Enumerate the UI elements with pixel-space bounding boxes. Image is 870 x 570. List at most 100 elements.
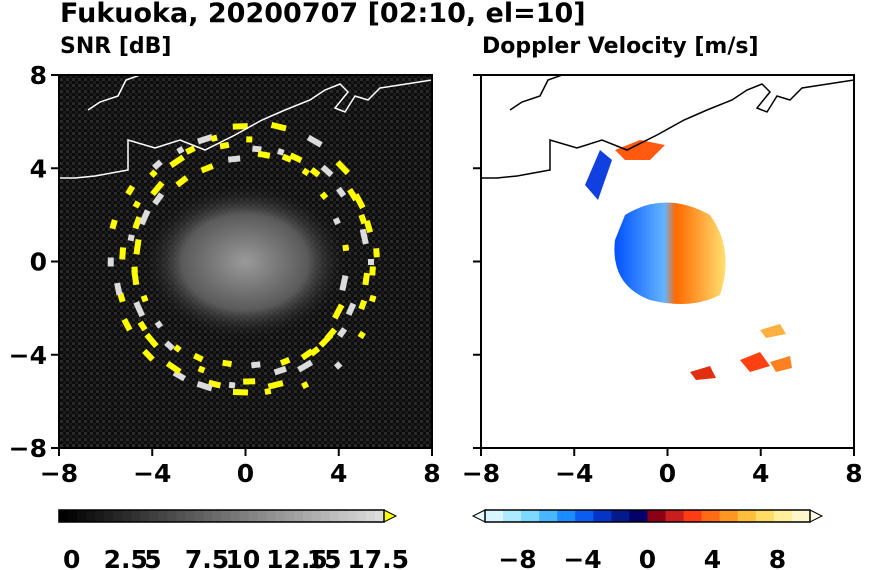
snr-colorbar-cell — [356, 510, 367, 522]
x-tick-label: −4 — [133, 459, 171, 488]
doppler-echo-e — [760, 324, 786, 338]
echo-cell — [185, 145, 196, 155]
echo-cell — [345, 302, 357, 316]
x-tick-label: 8 — [423, 459, 440, 488]
snr-colorbar-cell — [95, 510, 105, 522]
echo-cell — [119, 247, 127, 260]
echo-cell — [152, 192, 165, 206]
snr-colorbar-cell — [158, 510, 168, 522]
x-tick-label: 0 — [237, 459, 254, 488]
echo-cell — [222, 359, 233, 368]
snr-center-echo — [140, 182, 350, 342]
echo-cell — [339, 275, 349, 291]
snr-colorbar-tick: 5 — [144, 545, 161, 570]
echo-cell — [152, 159, 163, 170]
doppler-panel — [480, 74, 855, 449]
echo-cell — [228, 381, 236, 389]
echo-cell — [243, 378, 256, 385]
x-tick-label: 4 — [330, 459, 347, 488]
x-tick-label: 0 — [659, 459, 676, 488]
echo-cell — [138, 209, 151, 226]
echo-cell — [252, 145, 262, 153]
snr-colorbar-cell — [275, 510, 286, 522]
snr-colorbar-cell — [374, 510, 385, 522]
y-tick-label: 4 — [30, 154, 47, 183]
snr-colorbar-tick: 17.5 — [347, 545, 409, 570]
echo-cell — [333, 361, 343, 370]
y-tick-label: −8 — [9, 434, 47, 463]
snr-colorbar-tick: 2.5 — [104, 545, 148, 570]
doppler-colorbar-cell — [737, 510, 757, 522]
echo-cell — [117, 292, 126, 303]
snr-coastline-north — [87, 75, 141, 111]
snr-colorbar-cell — [140, 510, 150, 522]
snr-colorbar-tick: 12.5 — [266, 545, 328, 570]
echo-cell — [357, 330, 366, 340]
snr-colorbar-cell — [77, 510, 87, 522]
figure-title: Fukuoka, 20200707 [02:10, el=10] — [60, 0, 586, 29]
snr-colorbar-cell — [149, 510, 159, 522]
snr-colorbar-cell — [320, 510, 331, 522]
snr-colorbar-cell — [68, 510, 78, 522]
doppler-colorbar-cell — [755, 510, 775, 522]
echo-cell — [197, 365, 206, 374]
doppler-colorbar-extend-min — [471, 509, 486, 523]
snr-colorbar-cell — [365, 510, 376, 522]
echo-cell — [227, 155, 241, 163]
echo-cell — [300, 348, 314, 361]
y-tick-label: 8 — [30, 61, 47, 90]
snr-coastline — [59, 79, 432, 179]
doppler-colorbar-cell — [683, 510, 703, 522]
doppler-echo-north — [615, 140, 665, 160]
echo-cell — [200, 163, 214, 174]
snr-colorbar-cell — [185, 510, 195, 522]
echo-cell — [109, 219, 118, 230]
echo-cell — [154, 320, 164, 329]
echo-cell — [140, 294, 149, 303]
doppler-coastline-north — [509, 75, 563, 111]
echo-cell — [172, 370, 187, 382]
echo-cell — [306, 134, 323, 148]
echo-cell — [289, 152, 303, 164]
doppler-colorbar-cell — [665, 510, 685, 522]
snr-colorbar-tick: 0 — [63, 545, 80, 570]
snr-colorbar-cell — [131, 510, 141, 522]
echo-cell — [114, 282, 123, 296]
doppler-echo-se1 — [740, 352, 770, 372]
snr-panel-title: SNR [dB] — [60, 34, 172, 59]
snr-colorbar-cell — [59, 510, 69, 522]
snr-echo-ring — [107, 121, 380, 396]
echo-cell — [144, 332, 159, 349]
snr-colorbar-cell — [86, 510, 96, 522]
snr-colorbar-cell — [266, 510, 277, 522]
echo-cell — [373, 248, 380, 258]
snr-colorbar-cell — [167, 510, 177, 522]
doppler-colorbar-tick: 4 — [704, 545, 721, 570]
snr-colorbar-cell — [302, 510, 313, 522]
echo-cell — [318, 332, 334, 348]
snr-colorbar-tick: 7.5 — [185, 545, 229, 570]
echo-cell — [169, 154, 185, 169]
x-tick-label: −8 — [40, 459, 78, 488]
doppler-colorbar-cell — [629, 510, 648, 522]
doppler-colorbar-cell — [503, 510, 522, 522]
snr-colorbar-cell — [293, 510, 304, 522]
echo-cell — [149, 169, 158, 178]
echo-cell — [210, 134, 218, 142]
y-tick-label: 0 — [30, 248, 47, 277]
echo-cell — [173, 344, 182, 353]
x-tick-label: 4 — [752, 459, 769, 488]
echo-cell — [131, 269, 140, 286]
echo-cell — [270, 121, 287, 132]
x-tick-label: −8 — [462, 459, 500, 488]
echo-cell — [150, 180, 165, 197]
doppler-colorbar-extend-max — [809, 509, 824, 523]
doppler-colorbar-cell — [575, 510, 594, 522]
echo-cell — [251, 361, 261, 369]
doppler-main-echo — [614, 202, 726, 304]
echo-cell — [175, 175, 189, 188]
echo-cell — [301, 167, 310, 177]
doppler-colorbar-tick: −8 — [498, 545, 536, 570]
snr-colorbar-cell — [347, 510, 358, 522]
